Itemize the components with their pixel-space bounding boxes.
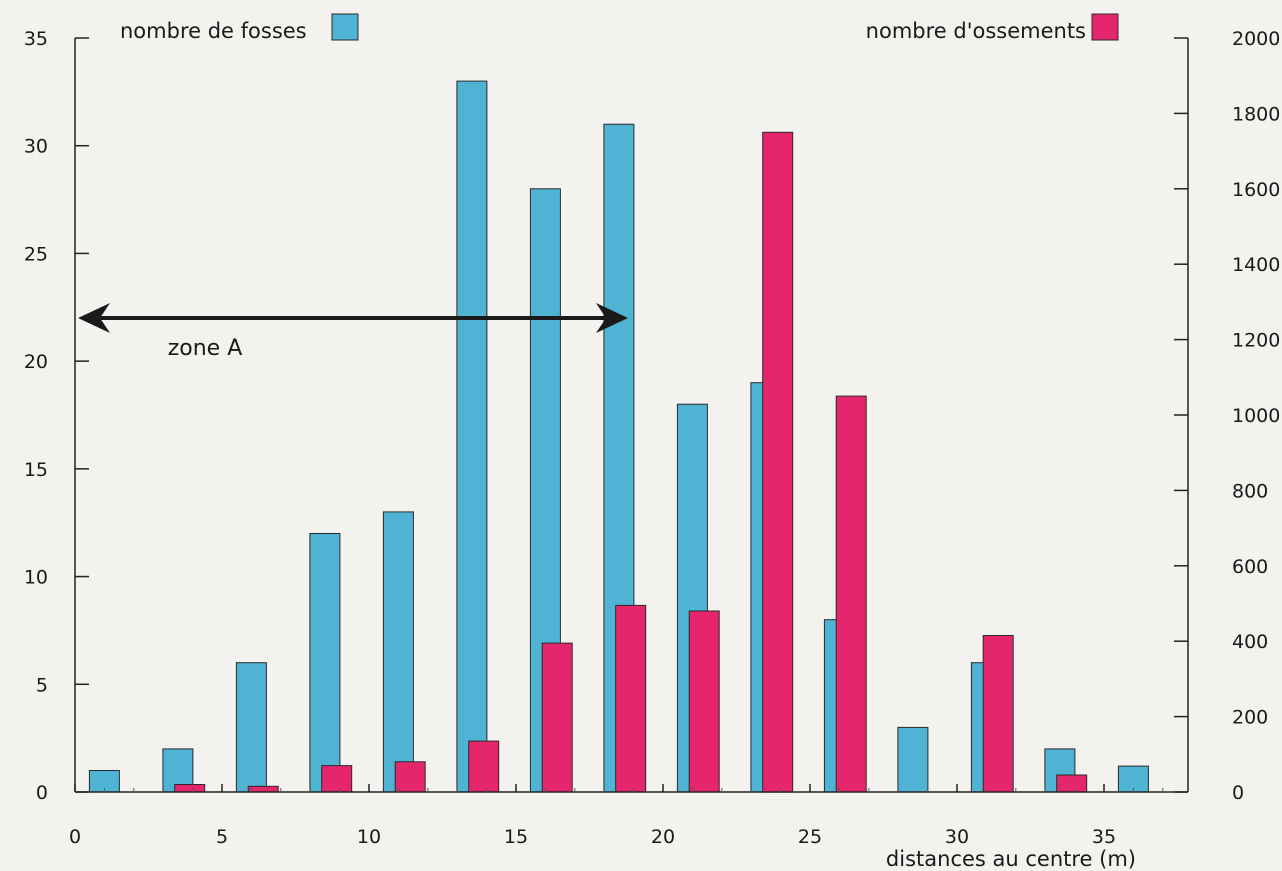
right-y-tick-label-7: 1400 (1232, 254, 1280, 276)
right-y-tick-label-2: 400 (1232, 631, 1268, 653)
bar-fosses-2 (235, 662, 267, 793)
right-y-tick-label-0: 0 (1232, 782, 1244, 804)
right-y-tick-label-9: 1800 (1232, 103, 1280, 125)
bar-fosses-3 (309, 533, 341, 793)
left-y-tick-label-3: 15 (24, 459, 48, 481)
x-tick-label-7: 35 (1092, 826, 1116, 848)
right-y-tick-label-6: 1200 (1232, 330, 1280, 352)
left-y-tick-label-1: 5 (36, 674, 48, 696)
bar-ossements-3 (394, 761, 426, 793)
right-y-tick-label-4: 800 (1232, 480, 1268, 502)
right-y-tick-label-3: 600 (1232, 556, 1268, 578)
bar-fosses-5 (456, 80, 488, 793)
bar-ossements-9 (835, 395, 867, 793)
x-tick-label-4: 20 (651, 826, 675, 848)
zone-a-arrow-right-head (596, 303, 628, 334)
bar-ossements-5 (541, 642, 573, 793)
bar-ossements-11 (1056, 774, 1088, 793)
right-y-tick-label-5: 1000 (1232, 405, 1280, 427)
legend-label-ossements: nombre d'ossements (866, 19, 1086, 43)
bar-ossements-8 (762, 131, 794, 793)
bar-fosses-4 (382, 511, 414, 793)
bar-fosses-14 (1117, 765, 1149, 793)
bar-ossements-6 (615, 604, 647, 793)
axes-layer: 0510152025303502004006008001000120014001… (24, 28, 1281, 871)
bar-ossements-0 (174, 784, 206, 793)
left-y-tick-label-0: 0 (36, 782, 48, 804)
bars-layer (88, 80, 1149, 793)
zone-a-label: zone A (168, 336, 243, 361)
bar-ossements-7 (688, 610, 720, 793)
x-tick-label-0: 0 (69, 826, 81, 848)
x-tick-label-6: 30 (945, 826, 969, 848)
legend: nombre de fosses nombre d'ossements (120, 13, 1119, 43)
legend-swatch-ossements (1091, 13, 1119, 41)
x-axis-title: distances au centre (m) (886, 847, 1136, 871)
x-tick-label-1: 5 (216, 826, 228, 848)
zone-a-arrow-left-head (78, 303, 110, 334)
left-y-tick-label-5: 25 (24, 243, 48, 265)
left-y-tick-label-2: 10 (24, 567, 48, 589)
bar-ossements-4 (468, 740, 500, 793)
legend-swatch-fosses (331, 13, 359, 41)
annotation-layer: zone A (78, 303, 628, 361)
left-y-tick-label-4: 20 (24, 351, 48, 373)
right-y-tick-label-1: 200 (1232, 707, 1268, 729)
left-y-tick-label-7: 35 (24, 28, 48, 50)
x-tick-label-2: 10 (357, 826, 381, 848)
x-tick-label-5: 25 (798, 826, 822, 848)
right-y-tick-label-10: 2000 (1232, 28, 1280, 50)
bar-ossements-10 (982, 635, 1014, 793)
right-y-tick-label-8: 1600 (1232, 179, 1280, 201)
bar-ossements-2 (321, 765, 353, 793)
bar-fosses-11 (897, 726, 929, 793)
left-y-tick-label-6: 30 (24, 136, 48, 158)
x-tick-label-3: 15 (504, 826, 528, 848)
bar-ossements-1 (247, 785, 279, 793)
legend-label-fosses: nombre de fosses (120, 19, 307, 43)
